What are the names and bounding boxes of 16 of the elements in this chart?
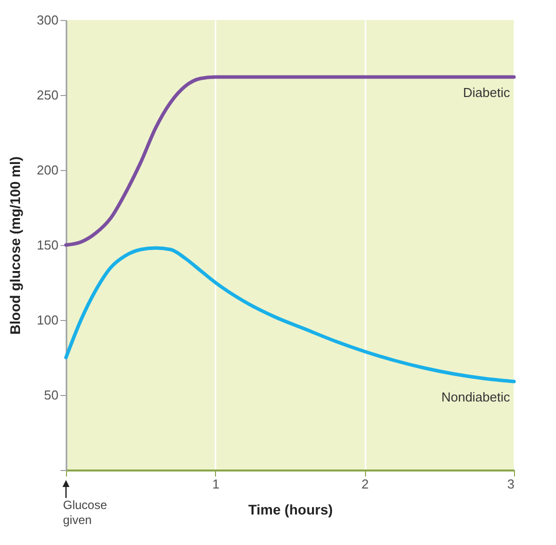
y-tick-label: 200 bbox=[36, 162, 58, 178]
series-label: Nondiabetic bbox=[441, 390, 510, 404]
y-tick-label: 100 bbox=[36, 312, 58, 328]
x-axis-title: Time (hours) bbox=[248, 502, 333, 518]
line-series bbox=[64, 75, 516, 247]
x-tick-label: 3 bbox=[507, 476, 514, 492]
y-tick-label: 300 bbox=[36, 12, 58, 28]
y-tick-label: 250 bbox=[36, 88, 58, 102]
y-tick-label: 50 bbox=[44, 388, 58, 402]
x-tick-label: 1 bbox=[212, 476, 220, 492]
line-series bbox=[64, 246, 516, 384]
y-axis-title: Blood glucose (mg/100 ml) bbox=[6, 156, 23, 335]
x-tick-label: 2 bbox=[362, 476, 369, 492]
text: Glucose given bbox=[63, 498, 108, 527]
y-tick-label: 150 bbox=[36, 238, 58, 252]
series-label: Diabetic bbox=[463, 85, 510, 100]
